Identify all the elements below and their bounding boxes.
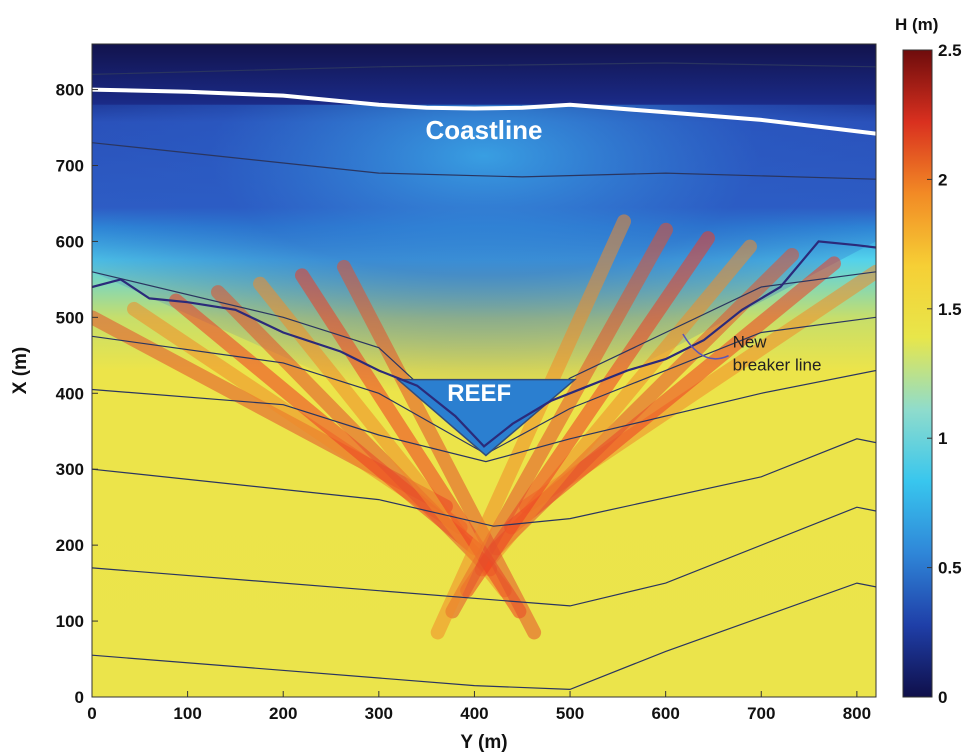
colorbar <box>902 49 933 698</box>
x-tick-label: 700 <box>747 704 775 723</box>
colorbar-ticks: 0 0.5 1 1.5 2 2.5 <box>927 41 962 707</box>
depth-contour <box>92 142 876 180</box>
x-tick-label: 500 <box>556 704 584 723</box>
plot-area <box>92 44 876 697</box>
plot-frame <box>91 43 877 698</box>
colorbar-tick-label: 2 <box>938 170 947 189</box>
y-axis-label: X (m) <box>10 347 31 395</box>
crest-band-right <box>430 214 631 640</box>
depth-contours <box>92 62 876 691</box>
x-tick-label: 200 <box>269 704 297 723</box>
reef-annotation: REEF <box>447 380 511 407</box>
x-tick-label: 300 <box>365 704 393 723</box>
x-tick-label: 0 <box>87 704 96 723</box>
depth-contour <box>92 62 876 75</box>
depth-contour <box>92 506 876 607</box>
reef-shadow-zone <box>92 104 876 447</box>
new-annotation: New <box>733 333 768 352</box>
crest-band-right <box>460 231 715 598</box>
colorbar-label: H (m) <box>895 15 938 34</box>
colorbar-tick-label: 1.5 <box>938 300 962 319</box>
y-axis-ticks: 0 100 200 300 400 500 600 700 800 <box>56 81 98 707</box>
colorbar-tick-label: 0 <box>938 688 947 707</box>
x-tick-label: 400 <box>460 704 488 723</box>
y-tick-label: 300 <box>56 460 84 479</box>
breaker-pointer <box>682 333 729 360</box>
x-tick-label: 100 <box>173 704 201 723</box>
breaker-line <box>92 240 876 448</box>
colorbar-tick-label: 2.5 <box>938 41 962 60</box>
depth-contour <box>92 369 876 463</box>
x-axis-label: Y (m) <box>460 732 507 753</box>
depth-contour <box>92 582 876 691</box>
x-tick-label: 600 <box>651 704 679 723</box>
coastline-annotation: Coastline <box>425 115 542 145</box>
colorbar-tick-label: 1 <box>938 429 947 448</box>
x-tick-label: 800 <box>843 704 871 723</box>
reef-outline <box>395 378 577 457</box>
crest-band-left <box>253 276 512 598</box>
coastline-line <box>92 87 876 136</box>
breaker-line-annotation: breaker line <box>733 356 822 375</box>
depth-contour <box>92 438 876 527</box>
y-tick-label: 500 <box>56 308 84 327</box>
y-tick-label: 600 <box>56 232 84 251</box>
colorbar-tick-label: 0.5 <box>938 559 962 578</box>
y-tick-label: 400 <box>56 384 84 403</box>
y-tick-label: 200 <box>56 536 84 555</box>
x-axis-ticks: 0 100 200 300 400 500 600 700 800 <box>87 691 871 723</box>
y-tick-label: 0 <box>75 688 84 707</box>
y-tick-label: 800 <box>56 81 84 100</box>
y-tick-label: 700 <box>56 156 84 175</box>
y-tick-label: 100 <box>56 612 84 631</box>
